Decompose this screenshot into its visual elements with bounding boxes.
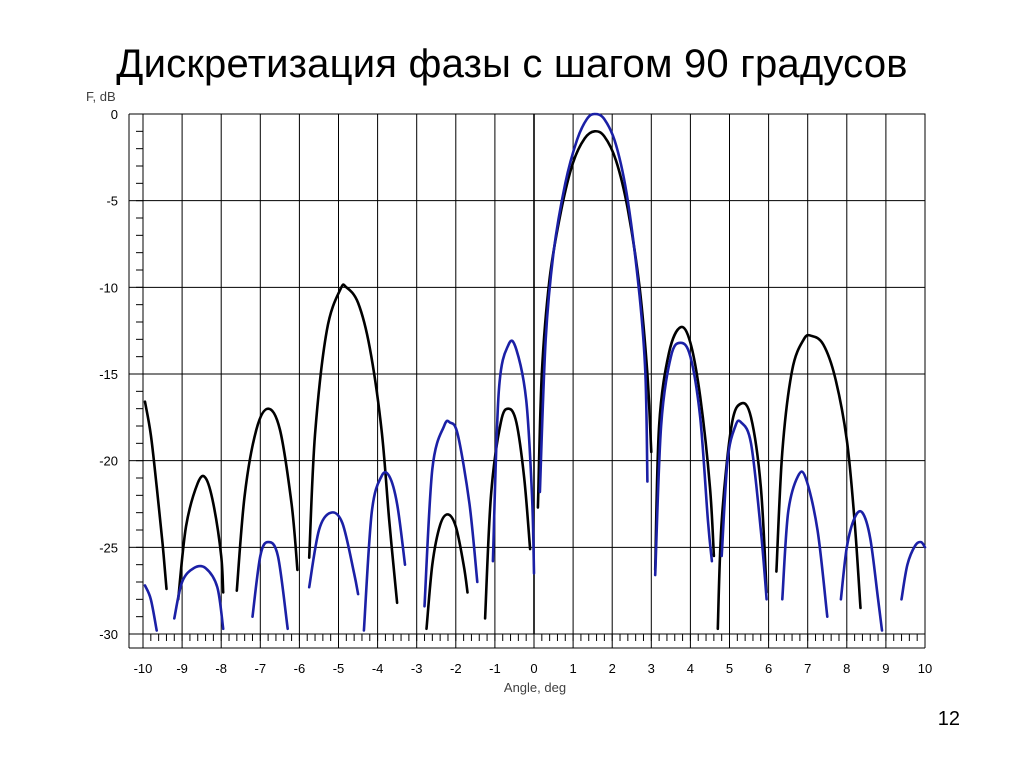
y-tick-label: -5 [106, 194, 118, 209]
x-tick-label: 10 [918, 661, 932, 676]
x-tick-label: -9 [176, 661, 188, 676]
series-lobe [900, 540, 927, 601]
x-tick-label: -8 [215, 661, 227, 676]
x-tick-label: -10 [134, 661, 153, 676]
series-lobe [173, 564, 225, 631]
x-tick-label: 7 [804, 661, 811, 676]
series-lobe [425, 513, 469, 631]
x-tick-label: 3 [648, 661, 655, 676]
x-axis-label: Angle, deg [504, 680, 566, 695]
series-lobe [720, 419, 768, 601]
y-axis-label: F, dB [86, 89, 116, 104]
y-tick-label: 0 [111, 107, 118, 122]
y-tick-label: -15 [99, 367, 118, 382]
y-tick-labels: 0 -5 -10 -15 -20 -25 -30 [99, 107, 118, 642]
series-lobe [307, 511, 360, 596]
y-tick-label: -30 [99, 627, 118, 642]
x-tick-label: 9 [882, 661, 889, 676]
x-tick-label: -7 [255, 661, 267, 676]
page-number: 12 [937, 708, 960, 730]
series-layer [143, 112, 927, 632]
series-lobe [362, 470, 407, 632]
y-tick-label: -10 [99, 280, 118, 295]
series-lobe [538, 112, 649, 494]
series-lobe [653, 341, 714, 577]
series-lobe [536, 129, 653, 509]
series-lobe [143, 400, 168, 591]
x-tick-label: 1 [569, 661, 576, 676]
y-tick-label: -25 [99, 540, 118, 555]
series-lobe [839, 509, 884, 632]
series-1-line [143, 129, 862, 631]
x-tick-label: -3 [411, 661, 423, 676]
series-lobe [775, 333, 862, 610]
series-lobe [176, 474, 225, 601]
minor-tick-marks [129, 113, 926, 648]
x-tick-label: -6 [294, 661, 306, 676]
series-lobe [483, 407, 532, 620]
x-tick-label: 2 [609, 661, 616, 676]
series-lobe [491, 339, 536, 575]
plot-frame [128, 113, 926, 649]
x-tick-label: -2 [450, 661, 462, 676]
series-lobe [653, 325, 716, 572]
series-lobe [781, 470, 829, 618]
x-tick-label: 4 [687, 661, 694, 676]
x-tick-label: -4 [372, 661, 384, 676]
x-tick-label: 0 [530, 661, 537, 676]
x-tick-label: 8 [843, 661, 850, 676]
series-lobe [143, 584, 158, 632]
x-tick-label: 6 [765, 661, 772, 676]
x-tick-label: -1 [489, 661, 501, 676]
slide-title: Дискретизация фазы с шагом 90 градусов [116, 42, 908, 86]
x-tick-label: 5 [726, 661, 733, 676]
series-lobe [716, 401, 768, 631]
series-lobe [307, 283, 399, 605]
x-tick-labels: -10 -9 -8 -7 -6 -5 -4 -3 -2 -1 0 1 2 3 4 5 6 7 8 9 10 [134, 661, 933, 676]
series-2-line [143, 112, 927, 632]
x-tick-label: -5 [333, 661, 345, 676]
series-lobe [235, 407, 299, 592]
series-lobe [423, 419, 479, 608]
y-tick-label: -20 [99, 454, 118, 469]
series-lobe [251, 540, 289, 631]
